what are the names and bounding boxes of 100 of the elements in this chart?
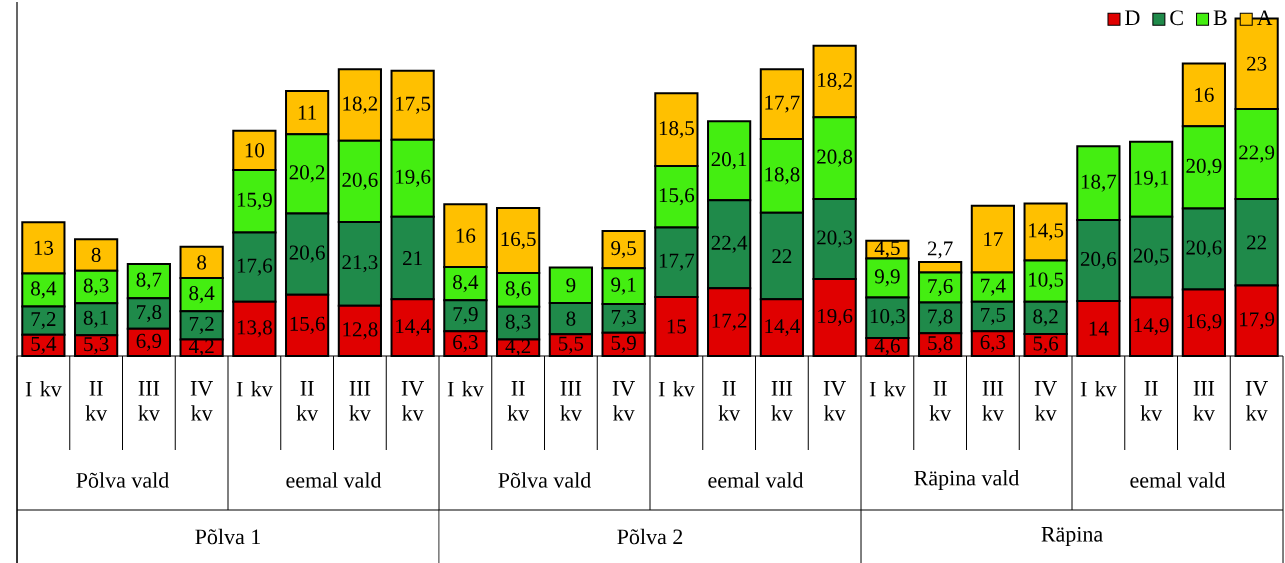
data-label: 8,4 (189, 286, 215, 304)
data-label: 4,5 (874, 241, 900, 259)
text: Räpina vald (914, 470, 1020, 490)
data-label: 14,4 (396, 319, 431, 337)
data-label: 20,6 (342, 172, 378, 190)
data-label: 11 (298, 105, 316, 120)
x-tick-label: IV kv (823, 381, 846, 421)
data-label: 15,9 (237, 192, 272, 210)
data-label: 17,5 (396, 96, 431, 114)
x-tick-label: I kv (658, 381, 695, 397)
data-label: 20,1 (711, 152, 747, 170)
x-tick-label: III kv (771, 381, 793, 421)
data-label: 6,9 (136, 333, 162, 351)
data-label: 17,7 (659, 253, 695, 271)
data-label: 7,2 (31, 312, 56, 330)
data-label: 14,5 (1029, 223, 1064, 241)
data-label: 16,5 (501, 232, 536, 250)
data-label: 18,2 (818, 72, 852, 91)
data-label: 8,3 (83, 278, 109, 296)
data-label: 22 (772, 249, 792, 264)
text: Põlva vald (498, 472, 591, 488)
data-label: 7,8 (928, 309, 953, 327)
data-label: 17,2 (712, 313, 747, 331)
data-label: 16,9 (1187, 314, 1222, 332)
text: Põlva 1 (195, 528, 260, 545)
data-label: 20,3 (817, 230, 853, 248)
data-label: 17,6 (237, 258, 273, 276)
text: Põlva vald (76, 472, 169, 488)
data-label: 7,4 (981, 278, 1006, 296)
x-tick-label: II kv (85, 381, 108, 421)
data-label: 8 (566, 311, 576, 326)
data-label: 13,8 (237, 320, 272, 338)
x-tick-label: III kv (560, 381, 582, 421)
x-tick-label: II kv (929, 381, 952, 421)
x-tick-label: III kv (982, 381, 1004, 421)
data-label: 16 (1195, 87, 1214, 102)
data-label: 8,7 (136, 272, 162, 290)
data-label: 7,9 (453, 307, 478, 325)
data-label: 8,4 (31, 281, 57, 299)
data-label: 8 (197, 255, 207, 270)
data-label: 9,5 (611, 241, 636, 259)
legend-label: D (1125, 10, 1140, 25)
data-label: 5,6 (1033, 336, 1059, 354)
data-label: 17,9 (1240, 312, 1275, 330)
data-label: 9,1 (611, 277, 636, 295)
data-label: 16 (456, 228, 476, 243)
x-tick-label: II kv (296, 381, 319, 421)
data-label: 14 (1089, 321, 1109, 336)
data-label: 6,3 (453, 335, 478, 353)
data-label: 10,5 (1029, 272, 1064, 290)
data-label: 17,7 (765, 95, 800, 113)
x-tick-label: III kv (349, 381, 371, 421)
legend-label: B (1213, 10, 1227, 25)
x-tick-label: I kv (447, 381, 484, 397)
data-label: 8,1 (83, 310, 108, 328)
data-label: 20,6 (1080, 251, 1117, 270)
data-label: 19,1 (1134, 170, 1169, 188)
data-label: 6,3 (980, 335, 1006, 353)
data-label: 8,2 (1033, 309, 1058, 327)
x-tick-label: II kv (507, 381, 530, 421)
data-label: 13 (34, 240, 54, 255)
data-label: 8,3 (505, 314, 531, 332)
x-tick-label: III kv (1193, 381, 1215, 421)
data-label: 2,7 (927, 241, 953, 259)
data-label: 21,3 (342, 255, 378, 273)
x-tick-label: I kv (25, 381, 62, 397)
data-label: 9 (566, 278, 576, 293)
data-label: 20,8 (817, 149, 853, 167)
data-label: 8 (91, 247, 101, 263)
data-label: 5,4 (31, 336, 57, 354)
data-label: 5,9 (611, 335, 636, 353)
data-label: 20,2 (289, 165, 325, 183)
x-tick-label: I kv (869, 381, 906, 397)
x-tick-label: IV kv (612, 381, 635, 421)
x-tick-label: II kv (718, 381, 741, 421)
text: Räpina (1041, 526, 1103, 547)
text: eemal vald (286, 472, 382, 488)
data-label: 18,2 (343, 96, 378, 114)
data-label: 7,5 (981, 307, 1006, 325)
data-label: 18,8 (765, 167, 800, 185)
text: eemal vald (708, 472, 804, 488)
text: Põlva 2 (617, 528, 683, 545)
data-label: 10 (245, 143, 265, 158)
x-tick-label: I kv (236, 381, 273, 397)
data-label: 15,6 (659, 188, 695, 206)
data-label: 7,8 (137, 304, 162, 323)
x-tick-label: IV kv (1245, 381, 1268, 421)
data-label: 17 (984, 232, 1003, 247)
data-label: 22,4 (711, 235, 748, 253)
data-label: 19,6 (818, 308, 853, 327)
data-label: 12,8 (343, 322, 378, 340)
data-label: 18,7 (1081, 174, 1117, 192)
data-label: 14,9 (1134, 318, 1169, 336)
x-tick-label: IV kv (190, 381, 213, 421)
x-tick-label: IV kv (1034, 381, 1057, 421)
data-label: 7,6 (928, 279, 953, 297)
data-label: 20,6 (1186, 240, 1222, 258)
data-label: 23 (1247, 56, 1267, 71)
data-label: 22 (1247, 235, 1266, 250)
data-label: 5,5 (558, 336, 584, 354)
